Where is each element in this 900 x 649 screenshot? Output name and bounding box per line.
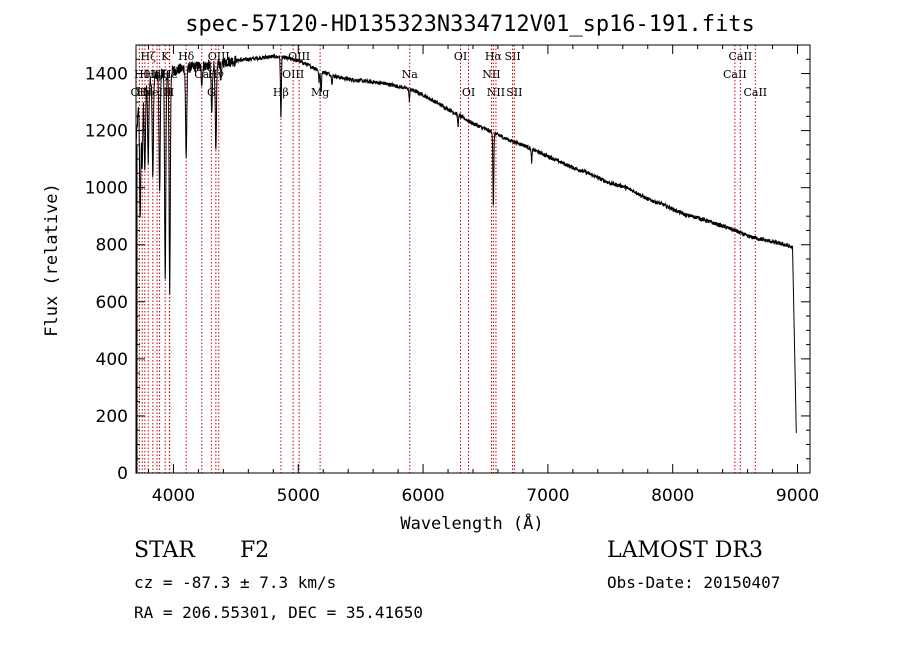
line-marker-label-20: OI — [454, 50, 467, 63]
line-marker-label-18: Mg — [311, 86, 329, 99]
x-axis-label: Wavelength (Å) — [400, 512, 543, 534]
plot-frame — [135, 44, 811, 474]
line-marker-label-24: NII — [487, 86, 505, 99]
line-markers: OIIHθHηHζHηNeIIIHζKHHεHδCaGHγOIIIHβOIIIO… — [131, 45, 767, 473]
line-marker-label-0: OII — [131, 86, 149, 99]
obs-date: Obs-Date: 20150407 — [607, 573, 781, 592]
y-tick-label-5: 1000 — [85, 179, 128, 199]
coordinates: RA = 206.55301, DEC = 35.41650 — [134, 603, 423, 622]
survey-name: LAMOST DR3 — [607, 538, 763, 563]
line-marker-label-10: Hδ — [178, 50, 195, 63]
line-marker-label-2: Hη — [137, 86, 153, 99]
y-tick-label-1: 200 — [96, 407, 128, 427]
y-tick-label-0: 0 — [117, 464, 128, 484]
x-tick-label-1: 5000 — [277, 486, 320, 506]
x-tick-label-3: 7000 — [526, 486, 569, 506]
spectrum-line — [135, 53, 797, 434]
line-marker-label-8: H — [165, 86, 175, 99]
line-marker-label-29: CaII — [743, 86, 767, 99]
y-tick-label-4: 800 — [96, 236, 128, 256]
line-marker-label-26: SII — [506, 86, 522, 99]
line-marker-label-23: Hα — [485, 50, 503, 63]
line-marker-label-22: NII — [482, 68, 500, 81]
line-marker-label-7: K — [161, 50, 170, 63]
object-type: STAR — [134, 538, 195, 563]
redshift-text: cz = -87.3 ± 7.3 km/s — [134, 573, 337, 592]
line-marker-label-19: Na — [402, 68, 419, 81]
line-marker-label-21: OI — [462, 86, 475, 99]
axes: 4000 5000 6000 7000 8000 9000 0 200 400 600 800 100… — [85, 44, 819, 506]
spectrum-series — [135, 53, 797, 473]
spectrum-chart: spec-57120-HD135323N334712V01_sp16-191.f… — [42, 12, 819, 534]
line-marker-label-1: Hθ — [134, 68, 151, 81]
line-marker-label-16: OIII — [282, 68, 304, 81]
y-tick-label-3: 600 — [96, 293, 128, 313]
x-tick-label-5: 9000 — [776, 486, 819, 506]
y-tick-label-2: 400 — [96, 350, 128, 370]
chart-title: spec-57120-HD135323N334712V01_sp16-191.f… — [185, 12, 755, 37]
x-tick-label-0: 4000 — [152, 486, 195, 506]
line-marker-label-11: Ca — [194, 68, 209, 81]
line-marker-label-27: CaII — [723, 68, 747, 81]
line-marker-label-3: Hζ — [140, 50, 156, 63]
object-subclass: F2 — [240, 538, 270, 563]
y-axis-label: Flux (relative) — [42, 183, 62, 337]
x-tick-label-2: 6000 — [401, 486, 444, 506]
y-tick-label-7: 1400 — [85, 65, 128, 85]
line-marker-label-25: SII — [504, 50, 520, 63]
x-tick-label-4: 8000 — [651, 486, 694, 506]
line-marker-label-28: CaII — [729, 50, 753, 63]
y-tick-label-6: 1200 — [85, 122, 128, 142]
